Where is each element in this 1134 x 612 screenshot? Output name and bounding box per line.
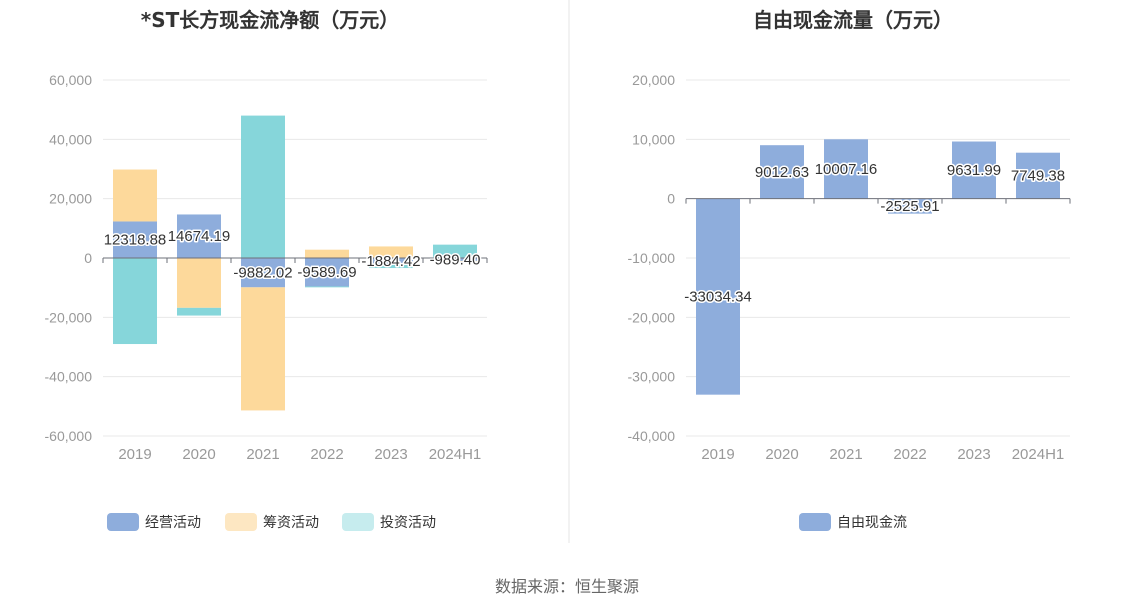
y-tick-label: 60,000	[49, 72, 92, 88]
bar-自由现金流-2021	[824, 139, 868, 199]
x-tick-label: 2022	[310, 446, 343, 463]
x-tick-label: 2024H1	[1012, 446, 1065, 463]
x-tick-label: 2020	[182, 446, 215, 463]
bar-筹资活动-2021	[241, 287, 285, 411]
bar-自由现金流-2020	[760, 145, 804, 199]
bar-经营活动-2023	[369, 258, 413, 264]
bar-自由现金流-2019	[696, 198, 740, 395]
data-label: 7749.38	[1011, 168, 1065, 185]
x-tick-label: 2021	[829, 446, 862, 463]
data-label: -9589.69	[297, 264, 356, 281]
x-tick-label: 2019	[701, 446, 734, 463]
data-label: 12318.88	[104, 232, 167, 249]
bar-筹资活动-2020	[177, 258, 221, 308]
bar-筹资活动-2019	[113, 169, 157, 222]
chart-title: 自由现金流量（万元）	[753, 8, 953, 32]
y-tick-label: 0	[667, 191, 675, 207]
y-tick-label: 20,000	[49, 191, 92, 207]
y-tick-label: -20,000	[45, 309, 93, 325]
y-tick-label: -40,000	[45, 369, 93, 385]
legend-label[interactable]: 筹资活动	[263, 514, 319, 531]
bar-筹资活动-2022	[305, 249, 349, 258]
bar-自由现金流-2022	[888, 198, 932, 214]
y-tick-label: -40,000	[628, 428, 676, 444]
y-tick-label: -60,000	[45, 428, 93, 444]
bar-自由现金流-2024H1	[1016, 152, 1060, 199]
bar-经营活动-2021	[241, 258, 285, 288]
y-tick-label: -20,000	[628, 309, 676, 325]
y-tick-label: 0	[84, 250, 92, 266]
data-label: -33034.34	[684, 289, 752, 306]
data-label: -989.40	[430, 251, 481, 268]
net-cash-flow-chart: *ST长方现金流净额（万元） 60,000 40,000 20,000 0 -20,00…	[45, 8, 488, 531]
legend-swatch[interactable]	[225, 513, 257, 531]
data-label: 10007.16	[815, 161, 878, 178]
bar-投资活动-2023	[369, 263, 413, 269]
legend-swatch[interactable]	[107, 513, 139, 531]
data-label: -9882.02	[233, 265, 292, 282]
y-tick-label: -10,000	[628, 250, 676, 266]
data-label: -1884.42	[361, 253, 420, 270]
data-label: 14674.19	[168, 228, 231, 245]
data-label: 9012.63	[755, 164, 809, 181]
y-tick-label: -30,000	[628, 369, 676, 385]
free-cash-flow-chart: 自由现金流量（万元） 20,000 10,000 0 -10,000 -20,000 -3…	[628, 8, 1071, 531]
legend-label[interactable]: 自由现金流	[837, 515, 907, 531]
x-tick-label: 2020	[765, 446, 798, 463]
bar-自由现金流-2023	[952, 141, 996, 199]
bar-筹资活动-2023	[369, 246, 413, 258]
legend-label[interactable]: 投资活动	[380, 515, 436, 531]
data-label: -2525.91	[880, 198, 939, 215]
bar-经营活动-2022	[305, 258, 349, 287]
y-tick-label: 20,000	[632, 72, 675, 88]
bar-投资活动-2022	[305, 286, 349, 288]
data-source: 数据来源：恒生聚源	[495, 577, 639, 596]
data-label: 9631.99	[947, 162, 1001, 179]
x-tick-label: 2021	[246, 446, 279, 463]
bar-投资活动-2019	[113, 258, 157, 345]
x-tick-label: 2023	[374, 446, 407, 463]
bar-投资活动-2021	[241, 115, 285, 258]
bar-经营活动-2024H1	[433, 258, 477, 261]
bar-投资活动-2024H1	[433, 244, 477, 258]
x-tick-label: 2023	[957, 446, 990, 463]
legend-swatch[interactable]	[342, 513, 374, 531]
chart-title: *ST长方现金流净额（万元）	[141, 8, 400, 32]
bar-投资活动-2020	[177, 307, 221, 316]
bar-筹资活动-2024H1	[433, 260, 477, 262]
x-tick-label: 2022	[893, 446, 926, 463]
x-tick-label: 2024H1	[429, 446, 482, 463]
bar-经营活动-2019	[113, 221, 157, 258]
legend-swatch[interactable]	[799, 513, 831, 531]
x-tick-label: 2019	[118, 446, 151, 463]
y-tick-label: 10,000	[632, 131, 675, 147]
y-tick-label: 40,000	[49, 131, 92, 147]
bar-经营活动-2020	[177, 214, 221, 258]
legend-label[interactable]: 经营活动	[145, 515, 201, 531]
